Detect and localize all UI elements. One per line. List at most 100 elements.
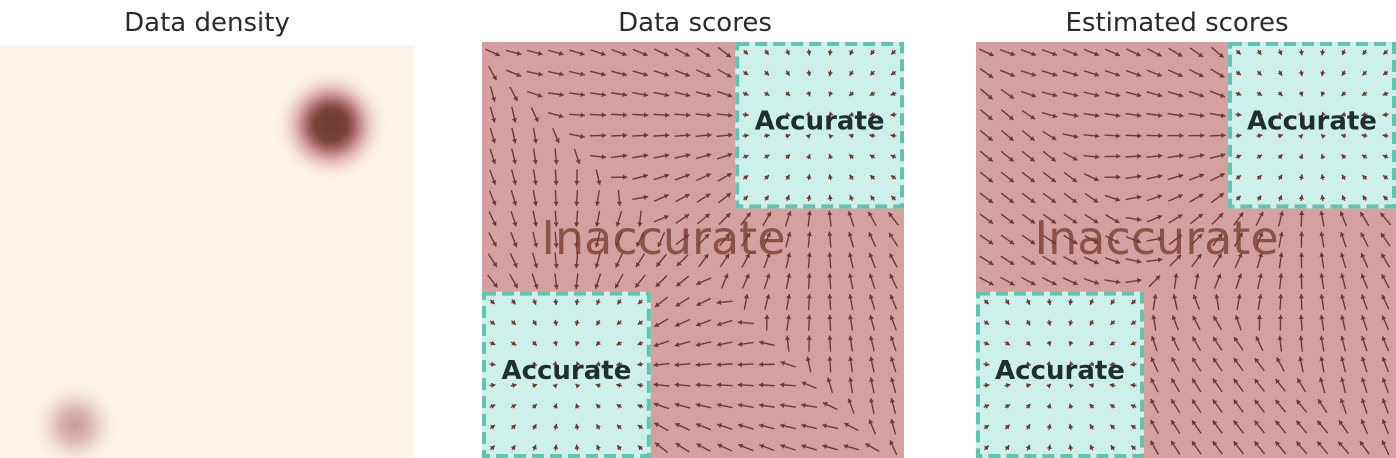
score-arrowhead <box>494 51 500 57</box>
score-arrowhead <box>1275 378 1281 384</box>
score-arrowhead <box>1029 177 1035 183</box>
score-arrowhead <box>664 112 670 118</box>
score-arrowhead <box>1131 425 1136 430</box>
density-mode-small <box>30 380 120 458</box>
score-arrowhead <box>1069 360 1074 366</box>
score-arrowhead <box>1171 357 1176 363</box>
score-arrowhead <box>1110 299 1116 305</box>
score-arrowhead <box>1199 153 1205 159</box>
score-arrowhead <box>513 96 518 102</box>
score-arrowhead <box>1199 173 1204 179</box>
score-arrowhead <box>1298 314 1304 320</box>
score-arrowhead <box>1005 404 1011 409</box>
score-arrowhead <box>685 173 690 179</box>
score-arrowhead <box>1319 356 1325 362</box>
score-arrowhead <box>622 71 627 77</box>
score-arrowhead <box>1361 154 1367 160</box>
score-arrowhead <box>1157 173 1163 179</box>
score-arrowhead <box>1254 357 1260 363</box>
score-arrowhead <box>889 336 895 341</box>
score-arrowhead <box>1192 357 1197 363</box>
score-arrowhead <box>674 362 679 368</box>
score-arrowhead <box>765 252 771 258</box>
score-arrowhead <box>1362 175 1368 180</box>
score-arrowhead <box>847 231 853 237</box>
score-arrowhead <box>1381 377 1387 383</box>
score-arrowhead <box>1004 320 1010 325</box>
score-arrowhead <box>1115 279 1121 285</box>
score-arrowhead <box>1338 420 1344 426</box>
accurate-region-top-right-border <box>1228 42 1396 209</box>
score-arrowhead <box>704 213 710 219</box>
score-arrowhead <box>616 382 621 388</box>
score-arrowhead <box>705 173 711 178</box>
score-arrowhead <box>1199 112 1205 118</box>
score-arrowhead <box>1131 299 1137 305</box>
score-arrowhead <box>1319 210 1325 216</box>
score-arrowhead <box>870 70 876 76</box>
score-arrowhead <box>766 232 771 238</box>
score-arrowhead <box>849 174 855 180</box>
score-arrowhead <box>984 425 989 430</box>
score-arrowhead <box>1361 112 1367 118</box>
score-arrowhead <box>737 402 743 408</box>
accurate-label-top-right: Accurate <box>755 106 885 136</box>
score-arrowhead <box>785 50 790 56</box>
score-arrowhead <box>491 138 497 144</box>
score-arrowhead <box>1360 419 1366 425</box>
score-arrowhead <box>1339 273 1346 279</box>
score-arrowhead <box>1256 49 1262 55</box>
score-arrowhead <box>1179 133 1184 139</box>
score-arrowhead <box>1339 398 1345 404</box>
score-arrowhead <box>601 112 607 118</box>
score-arrowhead <box>1360 253 1366 258</box>
score-arrowhead <box>663 214 669 220</box>
score-arrowhead <box>726 193 731 198</box>
score-arrowhead <box>806 314 812 320</box>
score-arrowhead <box>705 72 711 78</box>
score-arrowhead <box>1072 239 1078 244</box>
score-arrowhead <box>801 423 806 429</box>
score-arrowhead <box>622 153 628 159</box>
score-arrowhead <box>1298 71 1304 77</box>
score-arrowhead <box>869 356 875 362</box>
score-arrowhead <box>780 360 786 366</box>
score-arrowhead <box>532 180 538 186</box>
score-arrowhead <box>1150 419 1155 425</box>
score-arrowhead <box>738 443 744 449</box>
score-arrowhead <box>805 134 811 140</box>
score-arrowhead <box>728 112 733 118</box>
score-arrowhead <box>1278 133 1283 139</box>
score-arrowhead <box>1046 403 1052 409</box>
score-arrowhead <box>573 284 580 290</box>
score-arrowhead <box>1192 378 1197 384</box>
score-arrowhead <box>868 273 874 279</box>
score-arrowhead <box>764 70 769 76</box>
score-arrowhead <box>553 444 559 450</box>
score-arrowhead <box>617 445 622 451</box>
score-arrowhead <box>1052 71 1058 77</box>
score-arrowhead <box>1073 71 1079 77</box>
score-arrowhead <box>827 174 833 179</box>
score-arrowhead <box>655 442 660 448</box>
score-arrowhead <box>616 340 622 346</box>
score-arrowhead <box>1025 404 1031 409</box>
score-arrowhead <box>622 92 628 98</box>
score-arrowhead <box>594 263 600 269</box>
score-arrowhead <box>1008 177 1014 183</box>
score-arrowhead <box>1114 51 1120 57</box>
score-arrowhead <box>1319 252 1325 258</box>
field-group: Accurate Accurate Inaccurate <box>482 42 905 458</box>
score-arrowhead <box>1381 419 1387 425</box>
score-arrowhead <box>716 362 722 368</box>
score-arrowhead <box>622 174 628 180</box>
score-arrowhead <box>1009 260 1015 265</box>
score-arrowhead <box>827 195 833 200</box>
score-arrowhead <box>656 261 661 267</box>
score-arrowhead <box>621 51 627 57</box>
score-arrowhead <box>1115 92 1121 98</box>
score-arrowhead <box>1256 175 1262 180</box>
score-arrowhead <box>889 253 894 259</box>
score-arrowhead <box>511 382 517 388</box>
score-arrowhead <box>1318 399 1323 405</box>
